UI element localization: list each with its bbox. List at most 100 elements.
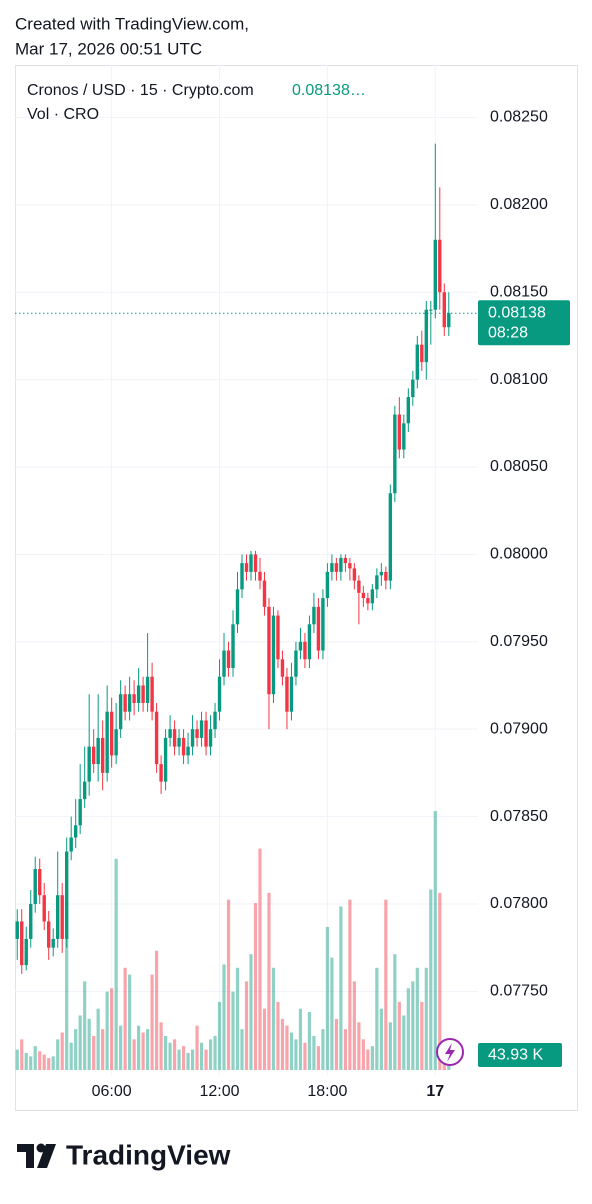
candle-body bbox=[285, 676, 289, 712]
candle-body bbox=[38, 869, 42, 896]
volume-bar bbox=[24, 1052, 28, 1070]
volume-bar bbox=[105, 991, 109, 1070]
candle-body bbox=[370, 589, 375, 604]
candle-body bbox=[334, 563, 339, 572]
candle-body bbox=[411, 379, 415, 398]
volume-bar bbox=[51, 1056, 55, 1070]
candle-body bbox=[217, 676, 222, 712]
volume-bar bbox=[15, 1049, 19, 1070]
volume-bar bbox=[424, 967, 428, 1070]
candle-body bbox=[298, 641, 303, 651]
volume-bar bbox=[267, 892, 271, 1070]
chart-frame bbox=[15, 65, 578, 1111]
y-tick-label: 0.07800 bbox=[490, 895, 548, 912]
y-tick-label: 0.07750 bbox=[490, 983, 548, 1000]
candle-body bbox=[316, 606, 321, 651]
volume-bar bbox=[29, 1056, 33, 1070]
candle-body bbox=[249, 554, 253, 572]
candle-body bbox=[56, 895, 60, 939]
volume-bar bbox=[74, 1029, 78, 1070]
volume-bar bbox=[379, 1008, 383, 1070]
volume-bar bbox=[294, 1039, 298, 1070]
volume-bar bbox=[146, 1029, 150, 1070]
candle-body bbox=[226, 650, 231, 668]
candle-body bbox=[393, 414, 397, 494]
candle-body bbox=[289, 676, 294, 712]
y-tick-label: 0.08000 bbox=[490, 546, 548, 563]
candle-body bbox=[388, 493, 393, 581]
volume-bar bbox=[217, 1001, 222, 1070]
candle-body bbox=[325, 571, 330, 599]
candle-body bbox=[47, 921, 51, 948]
candle-body bbox=[127, 694, 132, 712]
volume-bar bbox=[352, 981, 356, 1070]
candle-body bbox=[91, 746, 96, 765]
candle-body bbox=[321, 598, 325, 651]
candle-body bbox=[231, 624, 235, 668]
candle-body bbox=[429, 309, 433, 311]
candle-body bbox=[199, 720, 204, 738]
candle-body bbox=[181, 737, 186, 756]
volume-bar bbox=[163, 1035, 168, 1070]
candle-body bbox=[366, 598, 370, 604]
x-tick-label: 17 bbox=[426, 1083, 444, 1100]
y-tick-label: 0.08200 bbox=[490, 196, 548, 213]
volume-bar bbox=[361, 1039, 365, 1070]
legend-price: 0.08138… bbox=[292, 82, 366, 99]
candle-body bbox=[60, 895, 64, 939]
candle-body bbox=[397, 414, 402, 450]
candle-body bbox=[168, 729, 172, 738]
candle-body bbox=[82, 781, 87, 800]
volume-bar bbox=[298, 1008, 303, 1070]
x-tick-label: 06:00 bbox=[92, 1083, 132, 1100]
y-tick-label: 0.08100 bbox=[490, 371, 548, 388]
candle-body bbox=[253, 554, 258, 572]
volume-bar bbox=[150, 974, 154, 1070]
volume-bar bbox=[33, 1046, 37, 1070]
candle-body bbox=[343, 557, 348, 564]
volume-bar bbox=[438, 892, 442, 1070]
candle-body bbox=[357, 580, 361, 593]
header-line: Created with TradingView.com, bbox=[15, 14, 249, 33]
candle-body bbox=[222, 650, 226, 677]
volume-bar bbox=[168, 1042, 172, 1070]
volume-bar bbox=[222, 964, 226, 1070]
volume-bar bbox=[177, 1049, 181, 1070]
volume-tag bbox=[478, 1043, 562, 1068]
volume-bar bbox=[271, 967, 276, 1070]
volume-bar bbox=[204, 1049, 208, 1070]
volume-bar bbox=[388, 1022, 392, 1070]
candle-body bbox=[420, 344, 424, 363]
volume-bar bbox=[343, 1029, 347, 1070]
candle-body bbox=[240, 563, 244, 590]
candle-body bbox=[438, 239, 442, 293]
candle-body bbox=[177, 737, 181, 747]
candle-body bbox=[100, 737, 105, 773]
candle-body bbox=[186, 746, 190, 756]
candle-body bbox=[307, 624, 312, 660]
volume-bar bbox=[285, 1025, 289, 1070]
volume-bar bbox=[325, 926, 330, 1070]
candle-body bbox=[172, 729, 177, 747]
volume-bar bbox=[172, 1039, 177, 1070]
volume-bar bbox=[20, 1039, 24, 1070]
candle-body bbox=[379, 571, 384, 576]
candle-body bbox=[406, 397, 411, 424]
candle-body bbox=[73, 825, 78, 838]
candle-body bbox=[312, 606, 316, 625]
x-tick-label: 18:00 bbox=[307, 1083, 347, 1100]
volume-bar bbox=[262, 1008, 267, 1070]
volume-bar bbox=[213, 1035, 217, 1070]
volume-bar bbox=[420, 1001, 424, 1070]
volume-bar bbox=[38, 1051, 42, 1070]
candle-body bbox=[208, 729, 213, 747]
candle-body bbox=[375, 575, 379, 590]
volume-bar bbox=[235, 967, 240, 1070]
volume-bar bbox=[433, 811, 437, 1070]
candle-body bbox=[96, 737, 100, 765]
volume-bar bbox=[96, 1008, 100, 1070]
x-tick-label: 12:00 bbox=[200, 1083, 240, 1100]
y-tick-label: 0.07900 bbox=[490, 720, 548, 737]
volume-bar bbox=[42, 1054, 46, 1070]
volume-bar bbox=[141, 1032, 145, 1070]
